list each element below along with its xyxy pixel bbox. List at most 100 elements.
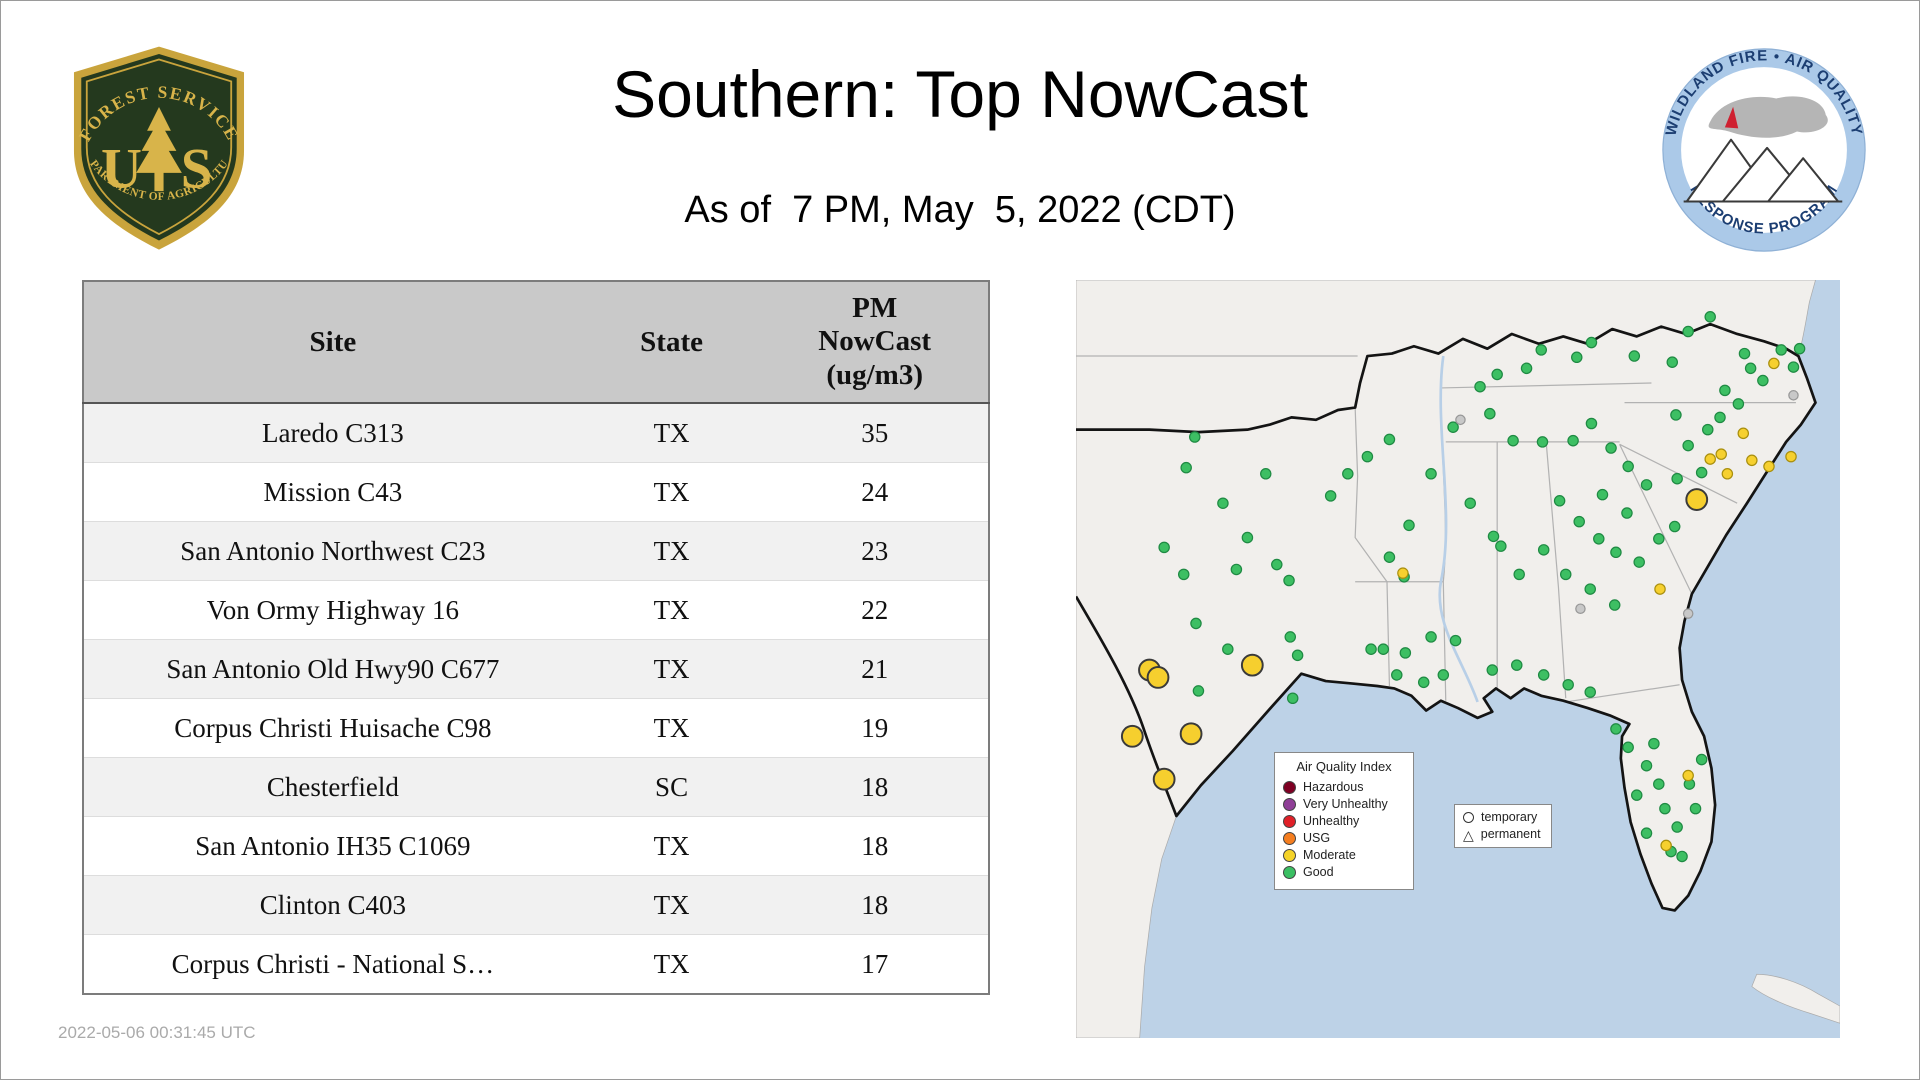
monitor-good [1324, 490, 1337, 502]
value-cell: 19 [761, 698, 989, 758]
site-cell: San Antonio Northwest C23 [83, 521, 582, 581]
aqi-swatch-icon [1283, 832, 1296, 845]
monitor-good [1286, 692, 1299, 705]
state-cell: TX [581, 875, 762, 935]
monitor-moderate [1704, 453, 1716, 465]
table-row: Corpus Christi Huisache C98 TX 19 [83, 698, 989, 758]
value-cell: 18 [761, 875, 989, 935]
monitor-good [1425, 631, 1437, 643]
table-row: Von Ormy Highway 16 TX 22 [83, 580, 989, 640]
value-cell: 21 [761, 639, 989, 699]
value-cell: 24 [761, 462, 989, 522]
permanent-label: permanent [1480, 827, 1541, 841]
monitor-moderate [1785, 450, 1797, 463]
monitor-good [1190, 617, 1202, 630]
monitor-good [1567, 434, 1579, 447]
aqi-category-label: Good [1303, 865, 1334, 879]
monitor-moderate [1737, 427, 1750, 440]
letter-u: U [101, 137, 142, 200]
monitor-good [1704, 311, 1716, 323]
monitor-good [1610, 546, 1622, 559]
monitor-good [1180, 461, 1192, 474]
aqi-legend-item: Hazardous [1283, 779, 1405, 796]
monitor-good [1158, 541, 1170, 554]
monitor-good [1787, 361, 1800, 373]
state-cell: TX [581, 402, 762, 463]
aqi-swatch-icon [1283, 849, 1296, 862]
marker-type-legend: temporary △ permanent [1454, 804, 1552, 848]
value-cell: 18 [761, 757, 989, 817]
aqi-category-label: Very Unhealthy [1303, 797, 1388, 811]
site-cell: Corpus Christi - National S… [83, 934, 582, 994]
monitor-moderate [1746, 454, 1758, 467]
monitor-good [1571, 351, 1583, 364]
monitor-temporary-moderate [1120, 724, 1144, 748]
aqi-map-panel: Air Quality Index Hazardous Very Unhealth… [1076, 280, 1840, 1038]
monitor-good [1744, 362, 1757, 375]
monitor-good [1484, 407, 1496, 420]
seal-band [1663, 49, 1865, 251]
monitor-good [1640, 479, 1653, 491]
monitor-inactive [1788, 390, 1799, 401]
monitor-good [1653, 778, 1665, 790]
monitor-good [1365, 643, 1377, 655]
value-cell: 23 [761, 521, 989, 581]
monitor-temporary-moderate [1240, 653, 1264, 677]
temporary-legend-row: temporary [1463, 809, 1541, 826]
monitor-good [1628, 350, 1641, 362]
monitor-moderate [1682, 769, 1694, 782]
aqi-legend-item: Unhealthy [1283, 813, 1405, 830]
monitor-good [1189, 431, 1201, 443]
monitor-good [1425, 468, 1437, 480]
monitor-good [1621, 507, 1633, 519]
monitor-good [1671, 472, 1683, 485]
monitor-good [1605, 442, 1617, 454]
aqi-legend-item: Very Unhealthy [1283, 796, 1405, 813]
monitor-good [1403, 519, 1415, 532]
monitor-good [1537, 669, 1550, 681]
table-row: Corpus Christi - National S… TX 17 [83, 934, 989, 994]
table-row: San Antonio Old Hwy90 C677 TX 21 [83, 639, 989, 699]
forest-service-shield: FOREST SERVICE U S DEPARTMENT OF AGRICUL… [59, 34, 245, 250]
site-cell: San Antonio IH35 C1069 [83, 816, 582, 876]
state-cell: SC [581, 757, 762, 817]
monitor-good [1671, 821, 1683, 833]
monitor-good [1622, 741, 1634, 754]
aqi-category-label: Moderate [1303, 848, 1356, 862]
table-row: Chesterfield SC 18 [83, 757, 989, 817]
monitor-temporary-moderate [1152, 767, 1176, 791]
monitor-good [1391, 669, 1403, 681]
monitor-good [1217, 497, 1229, 509]
monitor-good [1593, 533, 1605, 545]
monitor-good [1230, 563, 1243, 576]
monitor-good [1584, 583, 1596, 595]
monitor-good [1464, 497, 1476, 509]
wfaqrp-seal: WILDLAND FIRE • AIR QUALITY RESPONSE PRO… [1662, 47, 1866, 252]
table-row: San Antonio IH35 C1069 TX 18 [83, 816, 989, 876]
monitor-moderate [1654, 583, 1666, 595]
monitor-good [1676, 850, 1688, 863]
monitor-good [1513, 568, 1525, 581]
monitor-good [1535, 344, 1548, 356]
monitor-good [1562, 678, 1574, 691]
region-outline [1076, 322, 1817, 912]
permanent-legend-row: △ permanent [1463, 826, 1541, 843]
monitor-good [1608, 599, 1621, 611]
letter-s: S [181, 137, 213, 200]
monitor-good [1447, 421, 1459, 433]
monitor-good [1757, 374, 1769, 387]
value-cell: 18 [761, 816, 989, 876]
site-cell: Corpus Christi Huisache C98 [83, 698, 582, 758]
wfaqrp-logo: WILDLAND FIRE • AIR QUALITY RESPONSE PRO… [1661, 47, 1867, 253]
monitor-good [1573, 515, 1585, 528]
monitor-good [1283, 574, 1295, 587]
monitor-good [1732, 398, 1745, 410]
monitor-good [1487, 530, 1500, 543]
monitor-good [1640, 759, 1653, 772]
aqi-legend-item: USG [1283, 830, 1405, 847]
monitor-good [1682, 325, 1694, 338]
temporary-label: temporary [1481, 810, 1538, 824]
monitor-good [1695, 466, 1708, 479]
monitor-inactive [1455, 414, 1466, 426]
